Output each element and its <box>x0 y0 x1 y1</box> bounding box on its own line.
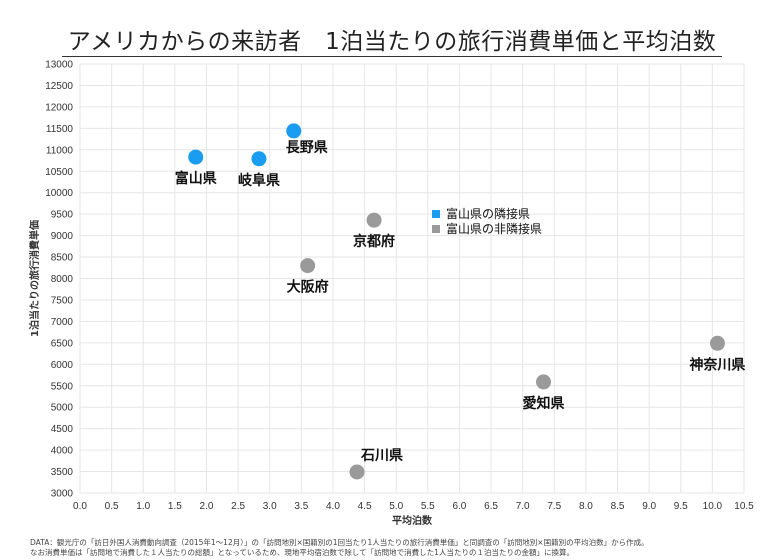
y-tick-label: 3000 <box>51 489 74 500</box>
y-tick-label: 11000 <box>46 145 74 156</box>
point-label: 岐阜県 <box>238 172 280 189</box>
point-label: 長野県 <box>286 140 328 156</box>
x-tick-label: 5.0 <box>389 501 403 512</box>
x-tick-label: 9.0 <box>642 501 656 512</box>
y-axis-label: 1泊当たりの旅行消費単価 <box>28 220 41 337</box>
y-tick-label: 8500 <box>51 253 74 264</box>
y-tick-label: 5500 <box>51 381 74 392</box>
point-label: 愛知県 <box>523 395 565 412</box>
y-tick-label: 8000 <box>51 274 74 285</box>
x-tick-label: 3.0 <box>263 501 277 512</box>
y-tick-label: 3500 <box>51 467 74 478</box>
y-tick-label: 12500 <box>45 81 73 92</box>
y-tick-label: 10000 <box>45 188 73 199</box>
point-label: 石川県 <box>360 448 403 464</box>
y-tick-label: 7000 <box>51 317 74 328</box>
x-tick-label: 7.5 <box>547 501 561 512</box>
legend-label: 富山県の非隣接県 <box>446 221 542 236</box>
x-tick-label: 1.0 <box>136 501 150 512</box>
x-tick-label: 4.0 <box>326 501 340 512</box>
y-tick-label: 12000 <box>45 102 73 113</box>
y-tick-label: 9500 <box>51 210 74 221</box>
x-tick-label: 0.0 <box>73 501 87 512</box>
y-tick-label: 4000 <box>51 446 74 457</box>
y-tick-label: 7500 <box>51 295 74 306</box>
point-label: 神奈川県 <box>689 356 745 373</box>
x-tick-label: 8.0 <box>579 501 593 512</box>
source-note: DATA：観光庁の「訪日外国人消費動向調査（2015年1〜12月）」の「訪問地別… <box>30 538 770 558</box>
data-point <box>709 335 725 351</box>
chart-title: アメリカからの来訪者 1泊当たりの旅行消費単価と平均泊数 <box>67 29 717 55</box>
x-tick-label: 8.5 <box>611 501 625 512</box>
y-tick-label: 5000 <box>51 403 74 414</box>
x-tick-label: 7.0 <box>516 501 530 512</box>
source-line-2: なお消費単価は「訪問地で消費した１人当たりの総額」となっているため、現地平均宿泊… <box>30 548 574 557</box>
legend-label: 富山県の隣接県 <box>446 206 530 221</box>
data-point <box>366 212 382 228</box>
x-tick-label: 1.5 <box>168 501 182 512</box>
x-tick-label: 3.5 <box>294 501 308 512</box>
x-tick-label: 10.0 <box>703 501 723 512</box>
x-tick-label: 5.5 <box>421 501 435 512</box>
y-tick-label: 6000 <box>51 360 74 371</box>
point-label: 富山県 <box>175 170 217 187</box>
y-tick-label: 9000 <box>51 231 74 242</box>
data-point <box>286 123 302 139</box>
x-tick-label: 9.5 <box>674 501 688 512</box>
y-tick-label: 13000 <box>45 60 73 71</box>
title-underline <box>62 56 722 57</box>
data-point <box>188 149 204 165</box>
legend-marker <box>432 210 440 218</box>
source-line-1: DATA：観光庁の「訪日外国人消費動向調査（2015年1〜12月）」の「訪問地別… <box>30 538 649 547</box>
x-tick-label: 6.5 <box>484 501 498 512</box>
data-point <box>251 151 267 167</box>
point-label: 大阪府 <box>287 279 329 296</box>
y-tick-label: 6500 <box>51 338 74 349</box>
x-tick-label: 2.0 <box>200 501 214 512</box>
data-point <box>349 464 365 480</box>
scatter-chart: 3000 3500 4000 4500 5000 5500 6000 6500 7000 7500… <box>28 60 754 528</box>
legend-marker <box>432 225 440 233</box>
x-tick-label: 4.5 <box>358 501 372 512</box>
y-tick-label: 11500 <box>46 124 74 135</box>
point-label: 京都府 <box>353 233 395 250</box>
data-point <box>300 258 316 274</box>
y-tick-label: 10500 <box>45 167 73 178</box>
x-tick-label: 6.0 <box>452 501 466 512</box>
x-tick-label: 2.5 <box>231 501 245 512</box>
y-tick-label: 4500 <box>51 424 74 435</box>
data-point <box>536 374 552 390</box>
x-tick-label: 10.5 <box>734 501 754 512</box>
x-axis-label: 平均泊数 <box>392 514 433 527</box>
x-tick-label: 0.5 <box>105 501 119 512</box>
